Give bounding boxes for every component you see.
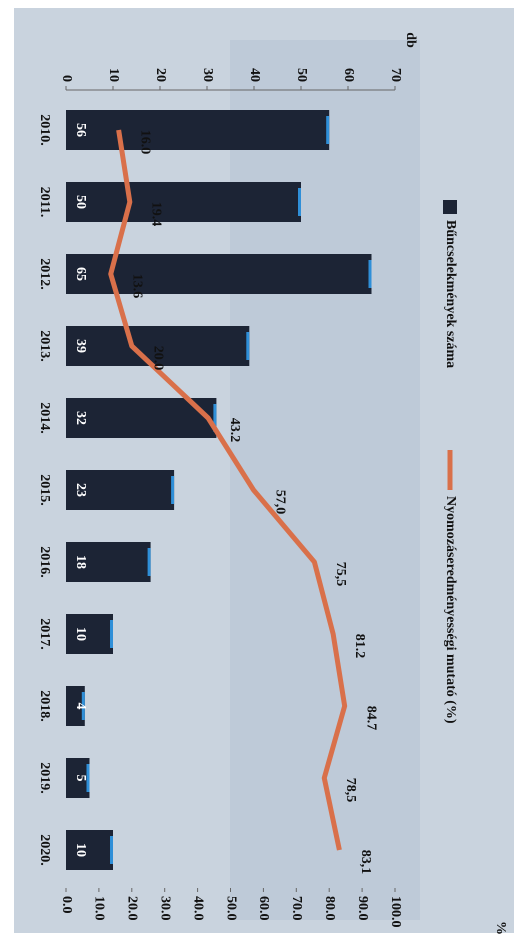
line-value-label: 19.4 (149, 202, 164, 227)
bar (66, 470, 175, 510)
bar-edge (86, 764, 90, 792)
y2-tick-label: 40.0 (190, 896, 205, 921)
legend-swatch (443, 200, 457, 214)
y-tick-label: 50 (294, 68, 309, 82)
bar-value-label: 4 (73, 703, 88, 710)
chart-body: db % 0 10 20 30 40 50 60 70 0.0 10.0 20.0 30.0 40.0 5… (37, 32, 508, 935)
line-value-label: 57,0 (272, 490, 287, 515)
y-tick-label: 10 (106, 68, 121, 82)
bar-value-label: 10 (73, 843, 88, 857)
y-tick-label: 40 (247, 68, 262, 82)
y2-tick-label: 0.0 (59, 896, 74, 914)
line-value-label: 20.0 (151, 346, 166, 371)
bar-value-label: 39 (73, 339, 88, 353)
bar-edge (81, 692, 85, 720)
line-value-label: 81.2 (352, 634, 367, 659)
bar-value-label: 10 (73, 627, 88, 641)
x-tick-label: 2011. (37, 187, 52, 218)
x-tick-label: 2018. (37, 690, 52, 722)
bar-value-label: 65 (73, 267, 88, 281)
y2-tick-label: 20.0 (125, 896, 140, 921)
bar (66, 398, 217, 438)
bar (66, 254, 372, 294)
x-tick-label: 2015. (37, 474, 52, 506)
x-tick-label: 2010. (37, 114, 52, 146)
bar-value-label: 50 (73, 195, 88, 209)
bar-value-label: 5 (73, 775, 88, 782)
bar-edge (147, 548, 151, 576)
x-tick-label: 2014. (37, 402, 52, 434)
y2-tick-label: 90.0 (355, 896, 370, 921)
y2-tick-label: 50.0 (223, 896, 238, 921)
y2-tick-label: 70.0 (289, 896, 304, 921)
line-value-label: 84.7 (363, 706, 378, 731)
line-value-label: 78,5 (343, 778, 358, 803)
y2-tick-label: 80.0 (322, 896, 337, 921)
line-value-label: 83,1 (358, 850, 373, 875)
bar-value-label: 32 (73, 411, 88, 425)
y-tick-label: 20 (153, 68, 168, 82)
bar (66, 830, 113, 870)
bar-edge (171, 476, 175, 504)
line-value-label: 75,5 (333, 562, 348, 587)
y-tick-label: 30 (200, 68, 215, 82)
bar-value-label: 23 (73, 483, 88, 497)
bar-edge (326, 116, 330, 144)
x-tick-label: 2013. (37, 330, 52, 362)
bar-edge (246, 332, 250, 360)
y-tick-label: 70 (388, 68, 403, 82)
line (108, 129, 348, 851)
y2-tick-label: 30.0 (157, 896, 172, 921)
legend-label: Nyomozáseredményességi mutató (%) (443, 496, 458, 724)
x-tick-label: 2020. (37, 834, 52, 866)
bar-edge (368, 260, 372, 288)
y-tick-label: 60 (341, 68, 356, 82)
y2-tick-label: 10.0 (92, 896, 107, 921)
bar (65, 686, 85, 726)
bar-edge (298, 188, 301, 216)
bar (66, 542, 151, 582)
bar (66, 614, 113, 654)
bar (66, 758, 90, 798)
x-tick-label: 2012. (37, 258, 52, 290)
y-tick-label: 0 (59, 75, 74, 82)
bar-value-label: 56 (73, 123, 88, 137)
y2-tick-label: 60.0 (256, 896, 271, 921)
y2-tick-label: 100.0 (388, 896, 403, 928)
bar-value-label: 18 (73, 555, 88, 569)
bar (65, 110, 330, 150)
line-value-label: 13.6 (130, 274, 145, 299)
x-tick-label: 2017. (37, 618, 52, 650)
bar-edge (110, 836, 113, 864)
bar (66, 182, 301, 222)
bar-edge (110, 620, 113, 648)
x-tick-label: 2019. (37, 762, 52, 794)
line-value-label: 16.0 (137, 130, 152, 155)
y2-axis-label: % (493, 921, 508, 935)
x-tick-label: 2016. (37, 546, 52, 578)
line-value-label: 43.2 (227, 418, 242, 443)
legend-label: Bűncselekmények száma (443, 220, 458, 368)
bar (65, 326, 250, 366)
y-axis-label: db (403, 32, 418, 48)
